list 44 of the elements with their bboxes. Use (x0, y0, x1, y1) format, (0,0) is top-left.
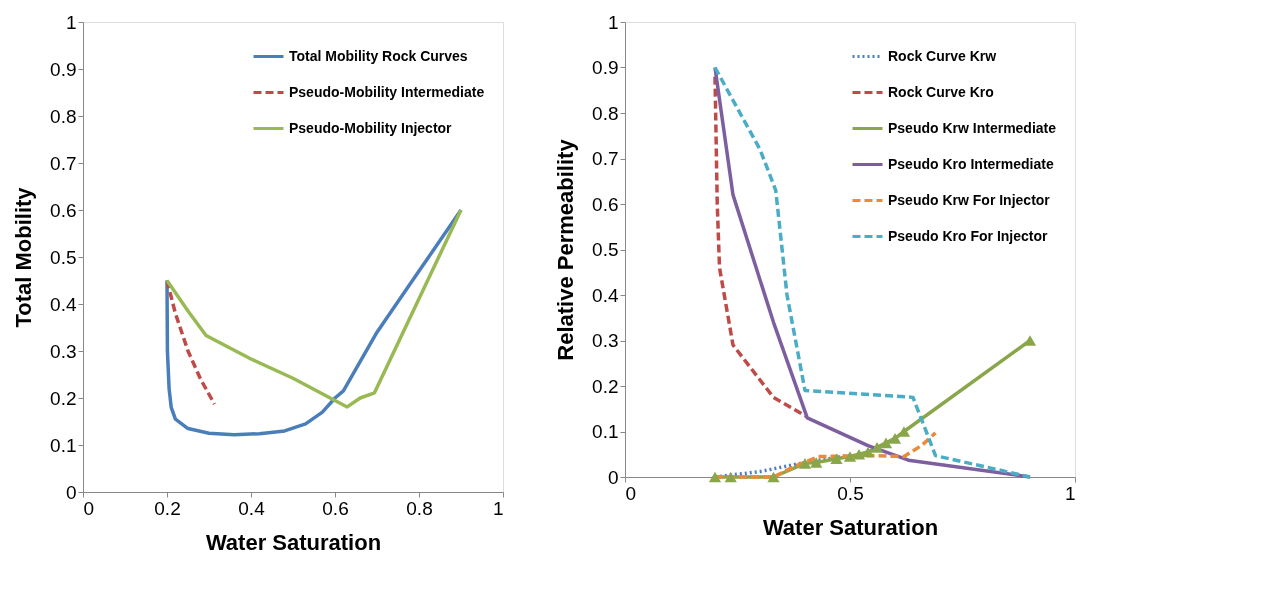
y-axis-title: Total Mobility (11, 186, 37, 328)
x-tick-label: 0.4 (238, 497, 266, 519)
y-tick-label: 0.2 (592, 375, 619, 397)
y-tick-label: 0.6 (592, 193, 619, 215)
y-tick-label: 0.7 (592, 148, 619, 169)
legend-label: Total Mobility Rock Curves (289, 47, 468, 64)
line-series (165, 278, 217, 406)
x-axis-title: Water Saturation (762, 514, 939, 540)
y-tick-label: 0.4 (592, 284, 619, 306)
y-tick-label: 0.3 (592, 330, 619, 351)
x-tick-label: 0.5 (837, 482, 864, 504)
legend-label: Rock Curve Kro (888, 83, 994, 100)
y-tick-label: 1 (607, 11, 619, 33)
legend-label: Rock Curve Krw (888, 47, 997, 64)
x-tick-label: 0 (83, 497, 95, 519)
y-tick-label: 0.5 (50, 246, 77, 268)
x-tick-label: 1 (1064, 482, 1076, 504)
y-tick-label: 0.6 (50, 199, 77, 221)
legend-label: Pseudo-Mobility Intermediate (289, 83, 485, 100)
y-tick-label: 0.2 (50, 387, 77, 409)
y-tick-label: 0.5 (592, 239, 619, 260)
y-tick-label: 0 (607, 466, 619, 488)
y-tick-label: 0.4 (50, 293, 77, 315)
x-tick-label: 0.2 (154, 497, 181, 519)
legend-label: Pseudo Kro Intermediate (888, 155, 1054, 172)
y-tick-label: 0.7 (50, 152, 77, 174)
x-tick-label: 1 (492, 497, 504, 519)
legend-label: Pseudo Kro For Injector (888, 227, 1049, 244)
y-tick-label: 0.9 (50, 58, 77, 80)
legend-label: Pseudo Krw For Injector (888, 191, 1051, 208)
y-tick-label: 0.8 (592, 102, 619, 124)
x-tick-label: 0.8 (406, 497, 433, 519)
legend-label: Pseudo-Mobility Injector (289, 119, 453, 136)
y-tick-label: 0.8 (50, 105, 77, 127)
x-axis-title: Water Saturation (205, 529, 382, 555)
y-tick-label: 0.3 (50, 340, 77, 362)
x-tick-label: 0 (625, 482, 637, 504)
x-tick-label: 0.6 (322, 497, 349, 519)
y-tick-label: 0.1 (50, 434, 77, 456)
y-axis-title: Relative Permeability (553, 138, 579, 361)
legend-label: Pseudo Krw Intermediate (888, 119, 1057, 136)
y-tick-label: 1 (65, 11, 77, 33)
y-tick-label: 0.9 (592, 57, 619, 78)
y-tick-label: 0.1 (592, 421, 619, 442)
